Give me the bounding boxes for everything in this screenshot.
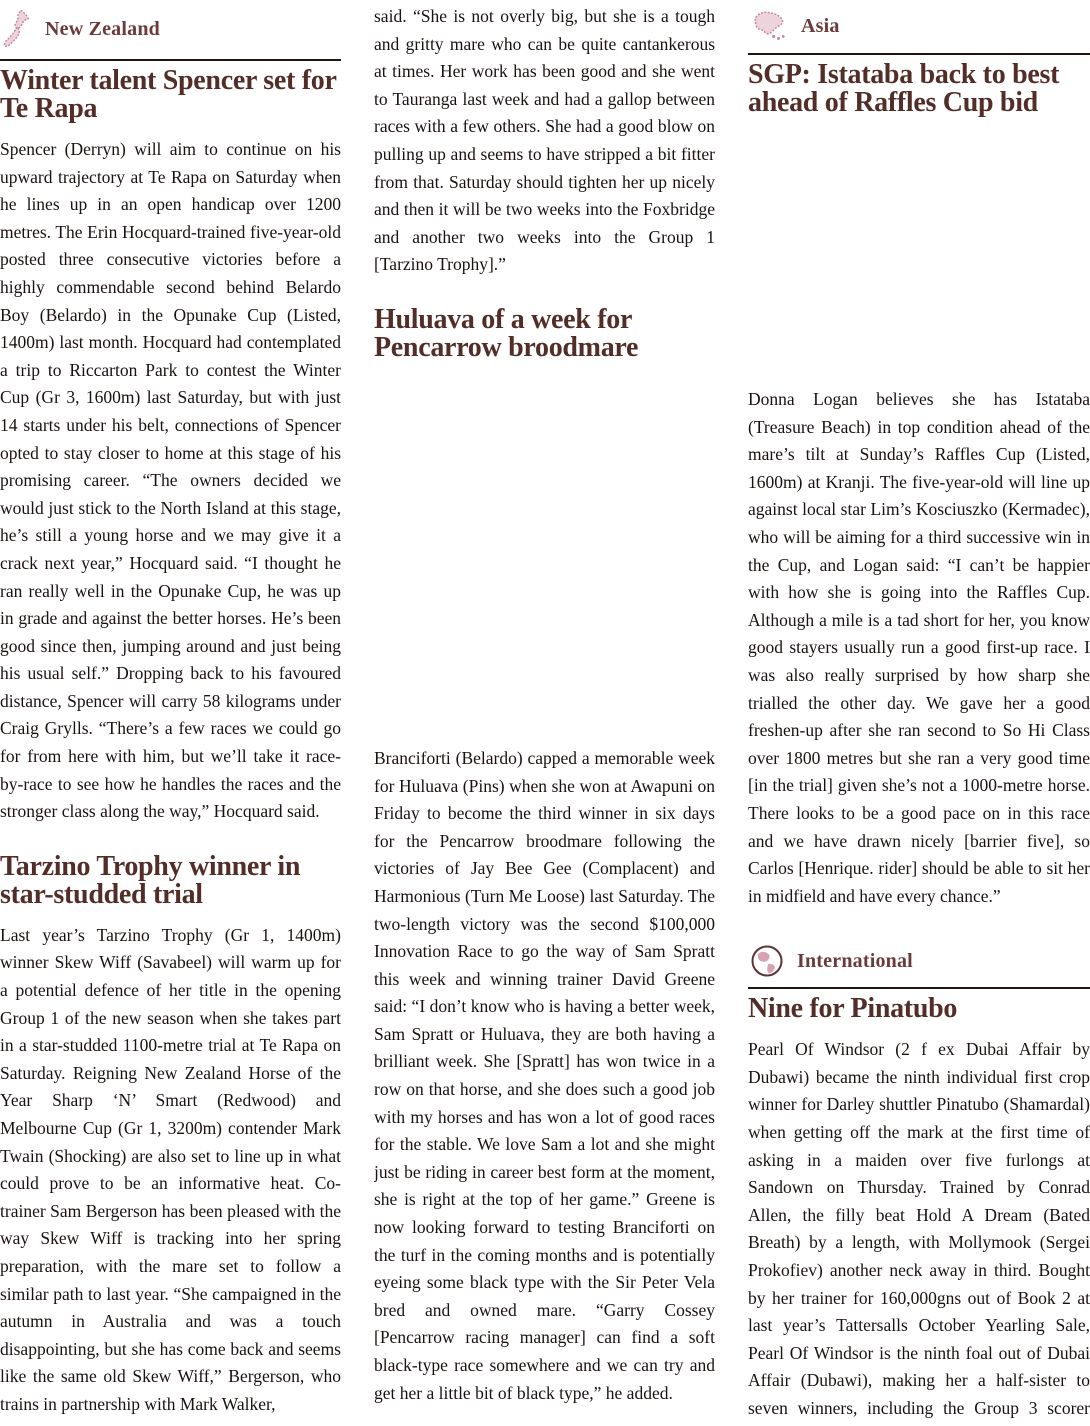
article-heading-istataba: SGP: Istataba back to best ahead of Raff… [748, 59, 1060, 118]
article-body-huluava: Branciforti (Belardo) capped a memorable… [374, 747, 715, 1403]
article-heading-pinatubo: Nine for Pinatubo [748, 993, 958, 1025]
section-label: International [797, 949, 913, 972]
image-placeholder [748, 130, 1090, 386]
image-placeholder [374, 374, 715, 745]
article-body-pinatubo: Pearl Of Windsor (2 f ex Dubai Affair by… [748, 1039, 1090, 1426]
globe-icon [750, 944, 784, 978]
column-middle: said. “She is not overly big, but she is… [374, 0, 715, 1426]
section-label: Asia [801, 14, 840, 37]
article-body-spencer: Spencer (Derryn) will aim to continue on… [0, 139, 341, 822]
section-header-international: International [748, 936, 1090, 990]
article-body-tarzino-continued: said. “She is not overly big, but she is… [374, 6, 715, 275]
column-asia-international: Asia SGP: Istataba back to best ahead of… [748, 0, 1090, 1426]
article-body-tarzino: Last year’s Tarzino Trophy (Gr 1, 1400m)… [0, 924, 341, 1414]
section-header-new-zealand: New Zealand [0, 0, 341, 61]
article-heading-spencer: Winter talent Spencer set for Te Rapa [0, 65, 337, 124]
column-new-zealand: New Zealand Winter talent Spencer set fo… [0, 0, 341, 1426]
asia-map-icon [750, 8, 788, 44]
section-header-asia: Asia [748, 0, 1090, 55]
new-zealand-map-icon [2, 8, 32, 50]
article-heading-huluava: Huluava of a week for Pencarrow broodmar… [374, 303, 639, 363]
section-label: New Zealand [45, 17, 160, 40]
article-body-istataba: Donna Logan believes she has Istataba (T… [748, 389, 1090, 906]
article-heading-tarzino: Tarzino Trophy winner in star-studded tr… [0, 850, 301, 910]
